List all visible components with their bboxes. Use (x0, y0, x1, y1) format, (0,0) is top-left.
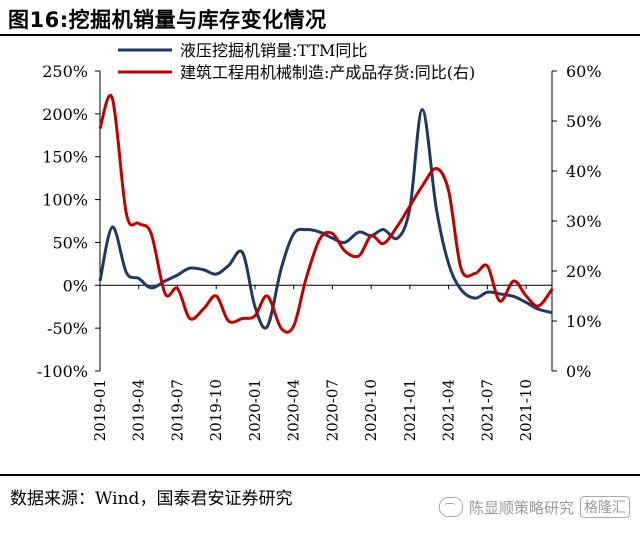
series-line-excavator-sales (98, 108, 553, 330)
watermark-badge: 格隆汇 (580, 496, 630, 518)
right-axis-tick-label: 50% (566, 112, 602, 131)
x-axis-tick-label: 2020-01 (246, 379, 264, 441)
title-divider (0, 34, 640, 36)
x-axis-tick-label: 2021-10 (517, 379, 535, 441)
series-lines (98, 94, 554, 334)
footer-divider (0, 474, 640, 476)
wechat-icon (438, 497, 463, 517)
x-axis-tick-label: 2019-07 (168, 379, 186, 441)
x-axis-tick-label: 2020-10 (362, 379, 380, 441)
watermark: 陈显顺策略研究 格隆汇 (438, 496, 630, 518)
left-axis-tick-label: -100% (37, 362, 88, 381)
x-axis-tick-label: 2019-10 (207, 379, 225, 441)
x-axis-tick-label: 2019-04 (130, 379, 148, 441)
x-axis-tick-label: 2019-01 (91, 379, 109, 441)
legend-label: 建筑工程用机械制造:产成品存货:同比(右) (180, 63, 475, 82)
right-axis-tick-label: 40% (566, 162, 602, 181)
chart-axes: 250% 200% 150% 100% 50% 0% -50% -100% 60% 50% 40% 3… (37, 62, 602, 441)
left-axis-tick-label: 100% (42, 191, 88, 210)
source-note: 数据来源：Wind，国泰君安证券研究 (10, 489, 293, 509)
right-axis-tick-label: 60% (566, 62, 602, 81)
left-axis-tick-label: -50% (47, 319, 88, 338)
right-axis-tick-label: 10% (566, 312, 602, 331)
x-axis-tick-label: 2021-07 (478, 379, 496, 441)
right-axis-tick-label: 0% (566, 362, 591, 381)
right-axis-tick-label: 20% (566, 262, 602, 281)
left-axis-tick-label: 200% (42, 105, 88, 124)
legend-label: 液压挖掘机销量:TTM同比 (180, 41, 367, 60)
x-axis-tick-label: 2020-07 (323, 379, 341, 441)
x-axis-tick-label: 2021-04 (440, 379, 458, 441)
left-axis-tick-label: 0% (63, 276, 88, 295)
watermark-text: 陈显顺策略研究 (468, 498, 574, 517)
right-axis-tick-label: 30% (566, 212, 602, 231)
figure-title: 图16:挖掘机销量与库存变化情况 (8, 8, 327, 32)
left-axis-tick-label: 50% (52, 233, 88, 252)
left-axis-tick-label: 150% (42, 148, 88, 167)
x-axis-tick-label: 2020-04 (285, 379, 303, 441)
chart: 250% 200% 150% 100% 50% 0% -50% -100% 60% 50% 40% 3… (37, 41, 602, 441)
left-axis-tick-label: 250% (42, 62, 88, 81)
x-axis-tick-label: 2021-01 (401, 379, 419, 441)
series-line-machinery-inventory (98, 94, 554, 334)
